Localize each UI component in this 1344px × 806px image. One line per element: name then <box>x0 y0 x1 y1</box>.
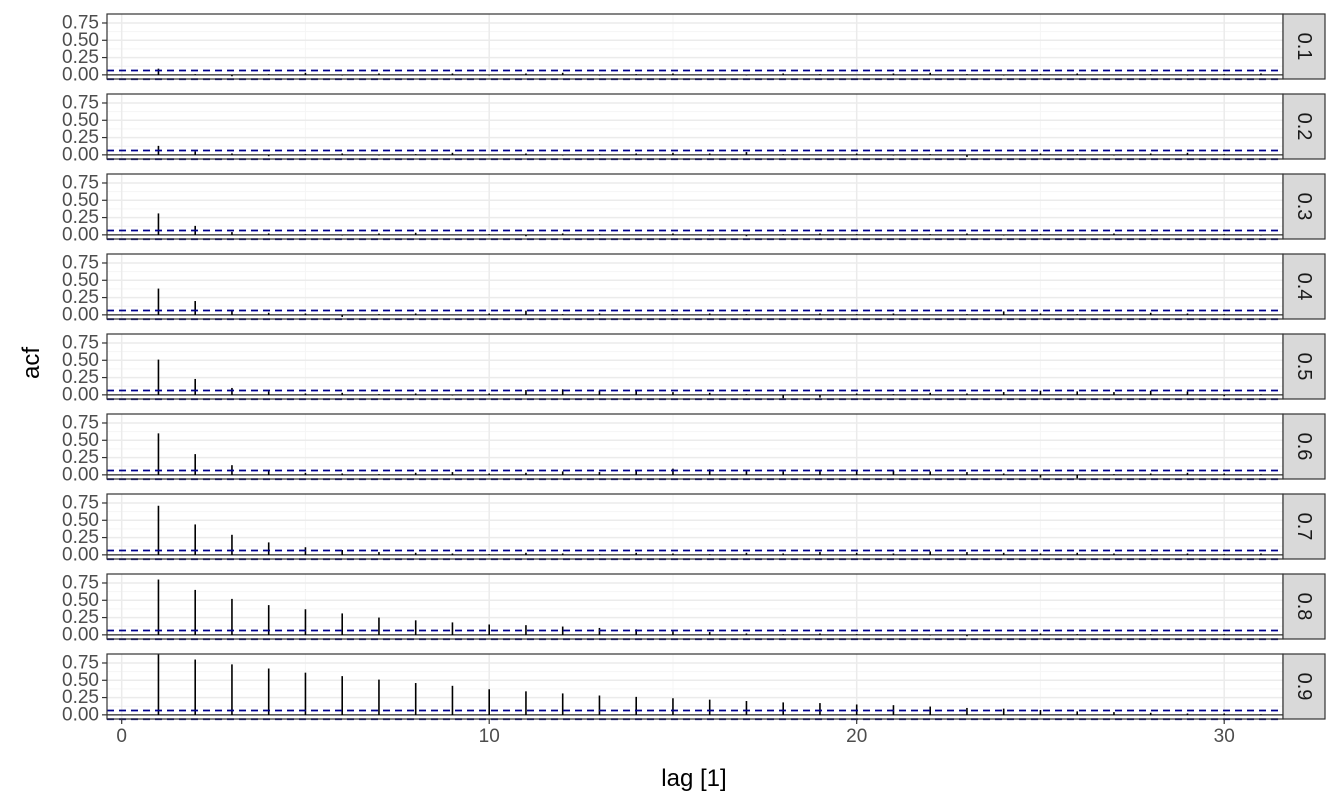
facet-panel-0.5: 0.5 0.000.250.500.75 <box>62 332 1326 405</box>
y-tick-label: 0.50 <box>62 590 99 611</box>
y-tick-label: 0.00 <box>62 624 99 645</box>
facet-panel-0.9: 0.9 0.000.250.500.75 <box>62 652 1326 725</box>
panel-background <box>107 574 1283 639</box>
facet-strip <box>1282 13 1326 80</box>
facet-panel-0.6: 0.6 0.000.250.500.75 <box>62 412 1326 485</box>
facet-panel-0.2: 0.2 0.000.250.500.75 <box>62 92 1326 165</box>
y-tick-label: 0.25 <box>62 367 99 388</box>
y-tick-label: 0.75 <box>62 412 99 433</box>
facet-strip-label: 0.1 <box>1293 33 1315 61</box>
facet-strip-label: 0.5 <box>1293 353 1315 381</box>
panel-background <box>107 94 1283 159</box>
y-tick-label: 0.25 <box>62 607 99 628</box>
facet-strip-label: 0.2 <box>1293 113 1315 141</box>
facet-strip <box>1282 493 1326 560</box>
y-tick-label: 0.50 <box>62 270 99 291</box>
y-tick-label: 0.25 <box>62 687 99 708</box>
y-tick-label: 0.75 <box>62 652 99 673</box>
facet-panel-0.4: 0.4 0.000.250.500.75 <box>62 252 1326 325</box>
facet-strip <box>1282 93 1326 160</box>
y-tick-label: 0.25 <box>62 447 99 468</box>
y-tick-label: 0.25 <box>62 207 99 228</box>
y-tick-label: 0.00 <box>62 304 99 325</box>
y-tick-label: 0.00 <box>62 224 99 245</box>
panel-background <box>107 494 1283 559</box>
facet-strip <box>1282 653 1326 720</box>
panel-background <box>107 254 1283 319</box>
panels-layer: 0.10.000.250.500.750.20.000.250.500.750.… <box>62 12 1326 725</box>
y-tick-label: 0.25 <box>62 287 99 308</box>
facet-strip-label: 0.4 <box>1293 273 1315 301</box>
y-tick-label: 0.50 <box>62 430 99 451</box>
y-tick-label: 0.00 <box>62 384 99 405</box>
y-tick-label: 0.75 <box>62 92 99 113</box>
y-tick-label: 0.25 <box>62 127 99 148</box>
panel-background <box>107 334 1283 399</box>
y-tick-label: 0.75 <box>62 332 99 353</box>
facet-strip <box>1282 333 1326 400</box>
y-tick-label: 0.00 <box>62 464 99 485</box>
facet-strip-label: 0.3 <box>1293 193 1315 221</box>
x-axis-title: lag [1] <box>661 765 726 792</box>
y-tick-label: 0.75 <box>62 492 99 513</box>
panel-background <box>107 14 1283 79</box>
y-tick-label: 0.00 <box>62 144 99 165</box>
y-tick-label: 0.25 <box>62 47 99 68</box>
panel-background <box>107 174 1283 239</box>
y-tick-label: 0.50 <box>62 510 99 531</box>
y-tick-label: 0.25 <box>62 527 99 548</box>
y-tick-label: 0.75 <box>62 572 99 593</box>
y-tick-label: 0.50 <box>62 670 99 691</box>
x-tick-label: 30 <box>1214 726 1235 747</box>
facet-panel-0.8: 0.8 0.000.250.500.75 <box>62 572 1326 645</box>
facet-strip-label: 0.6 <box>1293 433 1315 461</box>
facet-strip <box>1282 573 1326 640</box>
x-tick-label: 20 <box>846 726 867 747</box>
y-tick-label: 0.50 <box>62 190 99 211</box>
y-tick-label: 0.75 <box>62 252 99 273</box>
facet-strip-label: 0.9 <box>1293 673 1315 701</box>
panel-background <box>107 654 1283 719</box>
x-axis: 0 10 20 30 <box>116 719 1235 747</box>
y-tick-label: 0.50 <box>62 30 99 51</box>
facet-strip <box>1282 253 1326 320</box>
facet-panel-0.7: 0.7 0.000.250.500.75 <box>62 492 1326 565</box>
y-tick-label: 0.00 <box>62 704 99 725</box>
facet-panel-0.3: 0.3 0.000.250.500.75 <box>62 172 1326 245</box>
y-tick-label: 0.00 <box>62 64 99 85</box>
facet-strip <box>1282 413 1326 480</box>
facet-panel-0.1: 0.1 0.000.250.500.75 <box>62 12 1326 85</box>
panel-background <box>107 414 1283 479</box>
y-tick-label: 0.50 <box>62 110 99 131</box>
y-tick-label: 0.00 <box>62 544 99 565</box>
y-tick-label: 0.75 <box>62 12 99 33</box>
y-tick-label: 0.75 <box>62 172 99 193</box>
y-tick-label: 0.50 <box>62 350 99 371</box>
facet-strip <box>1282 173 1326 240</box>
x-tick-label: 10 <box>479 726 500 747</box>
y-axis-title: acf <box>18 347 45 379</box>
facet-strip-label: 0.8 <box>1293 593 1315 621</box>
x-tick-label: 0 <box>116 726 127 747</box>
facet-strip-label: 0.7 <box>1293 513 1315 541</box>
